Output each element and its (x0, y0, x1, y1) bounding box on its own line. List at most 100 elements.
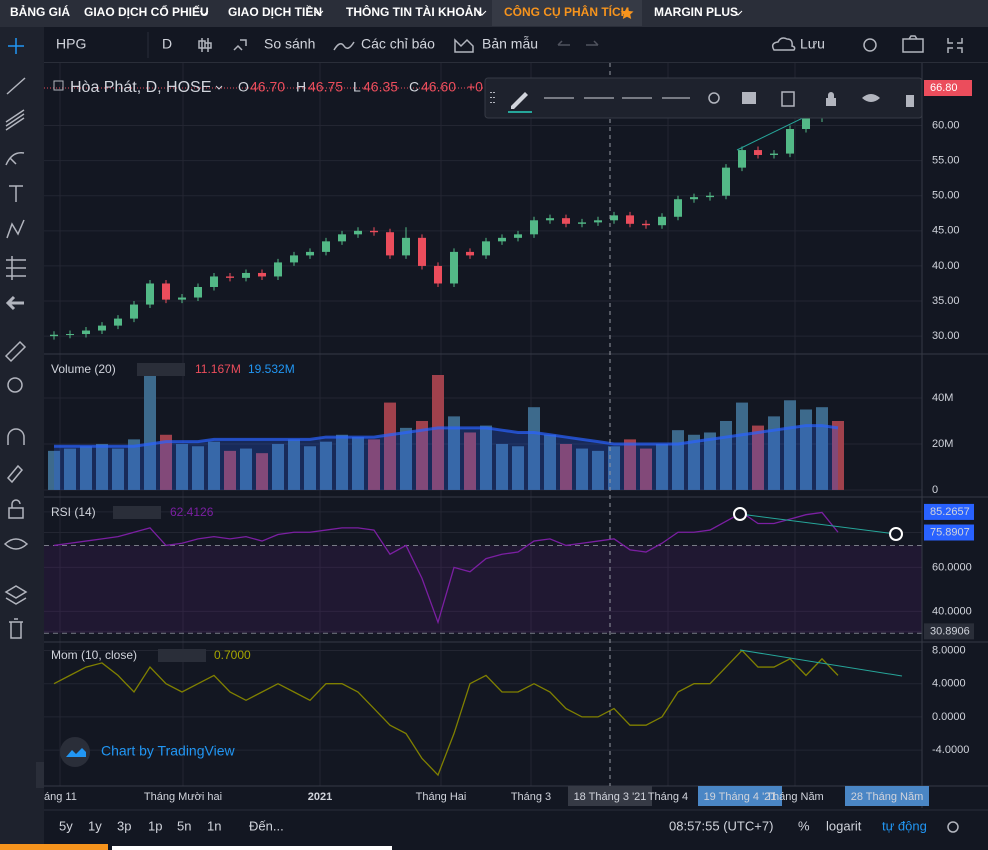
volume-bar (336, 434, 348, 490)
range[interactable]: 5y (59, 818, 73, 833)
pen-icon[interactable] (511, 92, 528, 109)
templates[interactable]: Bản mẫu (482, 36, 538, 52)
volume-bar (688, 434, 700, 490)
time-label: 28 Tháng Năm (851, 791, 924, 803)
pattern-tool[interactable] (6, 219, 25, 239)
volume-bar (208, 441, 220, 490)
fullscreen-icon[interactable] (947, 38, 963, 53)
nav-item[interactable]: THÔNG TIN TÀI KHOẢN (346, 4, 482, 19)
last-price: 66.80 (930, 82, 958, 94)
watermark[interactable]: Chart by TradingView (101, 743, 235, 759)
nav-item[interactable]: BẢNG GIÁ (10, 4, 70, 19)
axis-tag (924, 524, 974, 541)
y-tick-label: 35.00 (932, 295, 960, 307)
candle-body (242, 272, 250, 278)
magnet-tool[interactable] (7, 428, 25, 445)
volume-bar (736, 402, 748, 490)
layers-tool[interactable] (4, 585, 28, 605)
settings-icon[interactable] (708, 92, 720, 104)
mom-trend-line[interactable] (739, 649, 903, 677)
candle-body (770, 153, 778, 155)
volume-ma-area (54, 425, 838, 490)
range[interactable]: 1p (148, 818, 162, 833)
brush-tool[interactable] (5, 152, 25, 166)
range[interactable]: 5n (177, 818, 191, 833)
volume-bar (240, 448, 252, 490)
compare[interactable]: So sánh (264, 36, 315, 52)
symbol[interactable]: HPG (56, 36, 86, 52)
prediction-tool[interactable] (6, 256, 26, 280)
eye-icon[interactable] (862, 94, 880, 102)
y-tick-label: 0 (932, 484, 938, 496)
volume-bar (752, 425, 764, 490)
candle-body (530, 220, 538, 235)
zoom-tool[interactable] (7, 377, 23, 393)
anchor-point[interactable] (733, 507, 747, 521)
range[interactable]: 3p (117, 818, 131, 833)
trash-icon[interactable] (904, 93, 916, 107)
volume-bar (464, 432, 476, 490)
candle-body (722, 167, 730, 196)
nav-item[interactable]: CÔNG CỤ PHÂN TÍCH (504, 4, 629, 19)
candle-body (466, 251, 474, 256)
collapse-box[interactable] (53, 80, 64, 91)
volume-bar (96, 443, 108, 490)
clone-icon[interactable] (781, 91, 795, 107)
settings-icon[interactable] (863, 38, 877, 52)
draw-lock-tool[interactable] (6, 464, 24, 484)
lock-icon[interactable] (826, 92, 836, 106)
candle-body (786, 129, 794, 154)
volume-bar (640, 448, 652, 490)
candle-body (130, 304, 138, 319)
candle-body (514, 234, 522, 238)
range[interactable]: 1y (88, 818, 102, 833)
rsi-trend-line[interactable] (739, 513, 897, 535)
ruler-tool[interactable] (4, 340, 27, 363)
mom-legend: Mom (10, close) 0.7000 (51, 648, 251, 662)
goto[interactable]: Đến... (249, 818, 284, 833)
last-price-tag (924, 80, 972, 96)
lock-tool[interactable] (8, 499, 24, 519)
pane-buttons[interactable] (137, 363, 185, 376)
eye-tool[interactable] (3, 538, 29, 550)
y-tick-label: 20M (932, 438, 953, 450)
back-tool[interactable] (5, 295, 24, 311)
nav-item[interactable]: MARGIN PLUS (654, 5, 738, 19)
nav-item[interactable]: GIAO DỊCH CỔ PHIẾU (84, 4, 209, 19)
percent[interactable]: % (798, 818, 810, 833)
top-toolbar: HPG D So sánh Các chỉ báo Bản mẫu Lưu (56, 32, 963, 58)
indicators[interactable]: Các chỉ báo (361, 36, 435, 52)
color-swatch (508, 111, 532, 113)
volume-bar (160, 434, 172, 490)
pane-buttons[interactable] (113, 506, 161, 519)
candle-body (386, 232, 394, 256)
text-tool[interactable] (9, 185, 23, 202)
volume-bar (320, 441, 332, 490)
auto[interactable]: tự động (882, 818, 927, 833)
template-icon (454, 38, 474, 53)
anchor-point[interactable] (889, 527, 903, 541)
settings-icon[interactable] (947, 821, 959, 833)
volume-bar (272, 443, 284, 490)
nav-item[interactable]: GIAO DỊCH TIỀN (228, 4, 322, 19)
candle-body (338, 234, 346, 242)
volume-bar (832, 420, 844, 490)
layer-icon[interactable] (742, 92, 756, 104)
collapse-tab[interactable] (36, 762, 44, 788)
fib-tool[interactable] (5, 109, 25, 131)
trash-tool[interactable] (9, 618, 23, 639)
y-tick-label: 50.00 (932, 190, 960, 202)
star-icon (620, 7, 634, 19)
trend-tool[interactable] (6, 77, 26, 95)
interval[interactable]: D (162, 36, 172, 52)
candle-body (626, 215, 634, 224)
crosshair-tool[interactable] (8, 38, 24, 54)
save[interactable]: Lưu (800, 36, 825, 52)
pane-buttons[interactable] (158, 649, 206, 662)
candle-body (66, 334, 74, 336)
volume-bar (432, 375, 444, 490)
rsi-value: 62.4126 (170, 505, 214, 519)
log[interactable]: logarit (826, 818, 862, 833)
range[interactable]: 1n (207, 818, 221, 833)
camera-icon[interactable] (902, 35, 924, 53)
